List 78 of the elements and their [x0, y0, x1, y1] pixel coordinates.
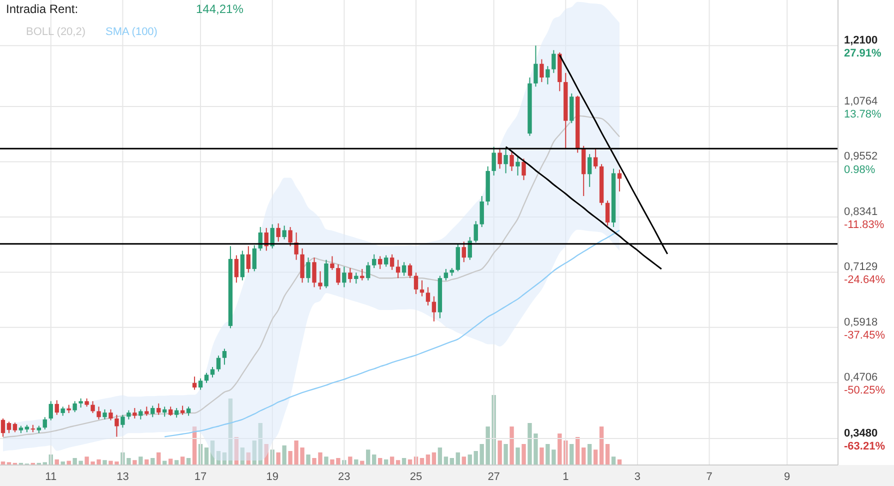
y-tick-label: 0,9552 — [844, 150, 878, 163]
y-tick-label: 0,8341 — [844, 206, 878, 218]
bar — [222, 452, 227, 465]
x-tick-label: 1 — [562, 471, 569, 483]
x-tick-label: 11 — [45, 471, 57, 483]
bar — [264, 444, 268, 465]
x-tick-label: 23 — [338, 471, 350, 483]
y2-tick-label: 27.91% — [844, 48, 882, 60]
bar — [180, 456, 185, 465]
bar — [132, 460, 137, 465]
bar — [582, 448, 586, 465]
y2-tick-label: 0.98% — [844, 164, 876, 176]
bar — [216, 451, 221, 465]
bar — [504, 444, 508, 465]
y-tick-label: 1,2100 — [844, 34, 878, 47]
bar — [593, 450, 598, 465]
bar — [588, 444, 592, 465]
bar — [462, 456, 466, 465]
bar — [366, 450, 370, 465]
y2-tick-label: -37.45% — [844, 329, 886, 342]
x-tick-label: 19 — [266, 471, 278, 483]
bar — [258, 423, 262, 465]
y2-tick-label: -11.83% — [844, 218, 884, 231]
x-tick-label: 17 — [194, 471, 207, 483]
x-tick-label: 13 — [116, 471, 129, 483]
chart-title: Intradia Rent: — [6, 2, 78, 16]
bar — [444, 456, 448, 465]
bar — [102, 460, 107, 465]
y-tick-label: 0,7129 — [844, 261, 878, 274]
chart-subtitle: 144,21% — [196, 2, 244, 16]
text: SMA (100) — [106, 26, 158, 38]
y-tick-label: 0,4706 — [844, 372, 878, 384]
bar — [570, 444, 574, 465]
bar — [204, 448, 209, 465]
y2-tick-label: 13.78% — [844, 108, 882, 121]
bar — [210, 440, 215, 465]
x-tick-label: 27 — [488, 471, 500, 483]
bar — [390, 456, 394, 465]
bar — [306, 454, 310, 465]
bar — [168, 458, 173, 465]
y2-tick-label: -50.25% — [844, 384, 886, 397]
bar — [228, 398, 233, 465]
bar — [516, 448, 520, 465]
bar — [276, 452, 280, 465]
bar — [498, 440, 502, 465]
bar — [456, 452, 460, 465]
bar — [611, 456, 616, 465]
bar — [240, 448, 245, 465]
bar — [324, 456, 328, 465]
bar — [510, 426, 514, 465]
bar — [432, 452, 436, 465]
y-tick-label: 0,3480 — [844, 428, 878, 440]
bar — [522, 444, 526, 465]
bar — [605, 444, 610, 465]
y-tick-label: 1,0764 — [844, 95, 878, 108]
bar — [234, 437, 239, 465]
x-tick-label: 25 — [410, 471, 422, 483]
bar — [438, 448, 442, 465]
y2-tick-label: -63.21% — [844, 440, 886, 453]
y-tick-label: 0,5918 — [844, 316, 878, 328]
x-tick-label: 9 — [784, 471, 790, 483]
bar — [66, 460, 71, 465]
bar — [348, 456, 352, 465]
bar — [282, 445, 286, 465]
x-tick-label: 3 — [634, 471, 641, 483]
y2-tick-label: -24.64% — [844, 274, 886, 286]
x-tick-label: 7 — [706, 471, 712, 483]
bar — [576, 437, 580, 465]
bar — [474, 451, 478, 465]
bar — [138, 456, 143, 465]
bar — [372, 454, 376, 465]
bar — [540, 448, 544, 465]
bar — [426, 454, 430, 465]
bar — [468, 454, 472, 465]
bar — [156, 452, 161, 465]
bar — [252, 440, 256, 465]
bar — [599, 426, 604, 465]
bar — [246, 452, 250, 465]
